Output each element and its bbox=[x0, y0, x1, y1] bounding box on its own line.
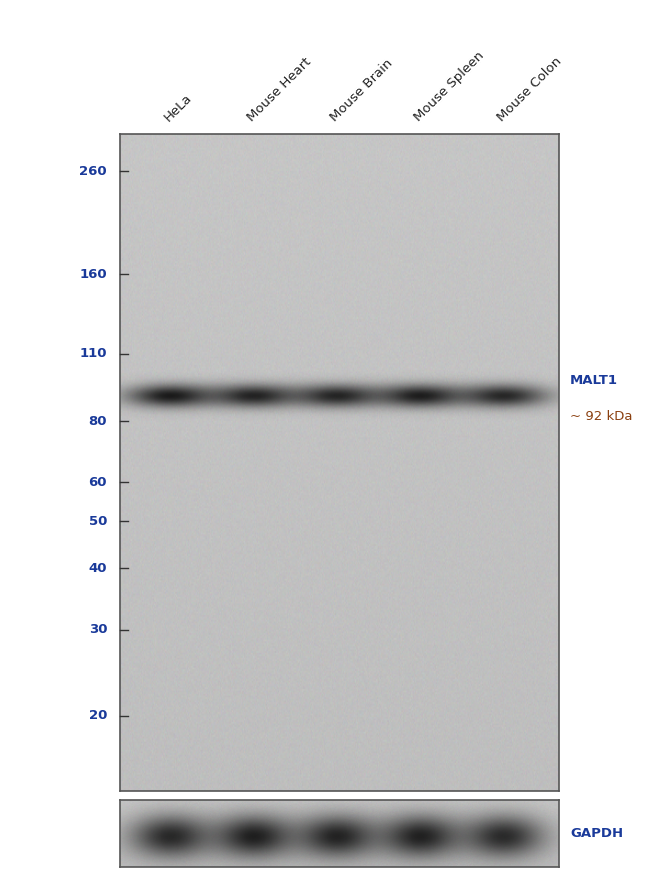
Text: Mouse Spleen: Mouse Spleen bbox=[411, 49, 487, 124]
Text: 50: 50 bbox=[88, 515, 107, 527]
Text: MALT1: MALT1 bbox=[570, 374, 618, 386]
Text: ~ 92 kDa: ~ 92 kDa bbox=[570, 409, 632, 423]
Text: 260: 260 bbox=[79, 164, 107, 178]
Text: GAPDH: GAPDH bbox=[570, 827, 623, 840]
Text: 110: 110 bbox=[79, 348, 107, 360]
Text: HeLa: HeLa bbox=[161, 91, 194, 124]
Text: 80: 80 bbox=[88, 415, 107, 428]
Text: Mouse Brain: Mouse Brain bbox=[328, 57, 396, 124]
Text: Mouse Heart: Mouse Heart bbox=[245, 55, 314, 124]
Text: Mouse Colon: Mouse Colon bbox=[495, 55, 564, 124]
Text: 160: 160 bbox=[79, 268, 107, 281]
Text: 30: 30 bbox=[88, 623, 107, 636]
Text: 20: 20 bbox=[88, 709, 107, 722]
Text: 60: 60 bbox=[88, 476, 107, 489]
Text: 40: 40 bbox=[88, 562, 107, 575]
